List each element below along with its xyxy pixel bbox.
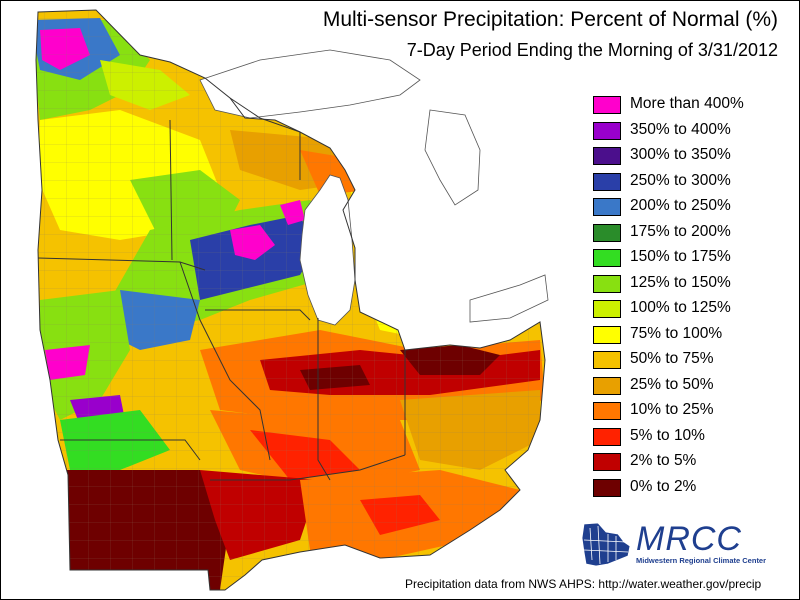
- legend-swatch: [593, 376, 621, 395]
- legend-swatch: [593, 147, 621, 165]
- lake-superior: [199, 49, 421, 119]
- legend-label: 50% to 75%: [630, 350, 714, 367]
- legend-label: 350% to 400%: [630, 120, 731, 138]
- legend-swatch: [593, 96, 621, 114]
- legend-label: 300% to 350%: [630, 146, 731, 163]
- legend-label: 10% to 25%: [630, 401, 714, 418]
- legend-label: More than 400%: [630, 95, 744, 112]
- lake-huron: [424, 109, 481, 206]
- legend-label: 200% to 250%: [630, 197, 731, 214]
- mrcc-logo: MRCC Midwestern Regional Climate Center: [578, 520, 778, 568]
- legend-label: 100% to 125%: [630, 299, 731, 316]
- legend-item: 2% to 5%: [593, 451, 793, 473]
- legend-item: 75% to 100%: [593, 324, 793, 346]
- legend-swatch: [593, 427, 621, 446]
- lake-michigan: [299, 174, 356, 326]
- legend-swatch: [593, 325, 621, 344]
- legend-label: 125% to 150%: [630, 273, 731, 291]
- state-boundaries: [35, 9, 546, 591]
- legend-label: 75% to 100%: [630, 324, 723, 342]
- footer-url[interactable]: http://water.weather.gov/precip: [598, 577, 762, 591]
- legend-swatch: [593, 198, 621, 216]
- legend-item: 150% to 175%: [593, 247, 793, 269]
- map-title: Multi-sensor Precipitation: Percent of N…: [322, 8, 778, 31]
- legend-label: 175% to 200%: [630, 222, 731, 240]
- legend-item: 175% to 200%: [593, 222, 793, 244]
- legend-label: 2% to 5%: [630, 452, 697, 469]
- legend-swatch: [593, 121, 621, 140]
- legend-label: 150% to 175%: [630, 248, 731, 265]
- legend-label: 25% to 50%: [630, 375, 714, 393]
- legend-item: 250% to 300%: [593, 171, 793, 193]
- lake-erie: [469, 274, 549, 323]
- legend-item: 200% to 250%: [593, 196, 793, 218]
- map-subtitle: 7-Day Period Ending the Morning of 3/31/…: [406, 40, 778, 60]
- legend-label: 0% to 2%: [630, 477, 697, 495]
- legend-item: 350% to 400%: [593, 120, 793, 142]
- legend-item: 50% to 75%: [593, 349, 793, 371]
- legend-item: 5% to 10%: [593, 426, 793, 448]
- legend-swatch: [593, 300, 621, 318]
- legend-label: 5% to 10%: [630, 426, 705, 444]
- legend-item: 0% to 2%: [593, 477, 793, 499]
- legend-item: 10% to 25%: [593, 400, 793, 422]
- legend-swatch: [593, 402, 621, 420]
- legend-swatch: [593, 249, 621, 267]
- legend-item: 100% to 125%: [593, 298, 793, 320]
- legend-item: 300% to 350%: [593, 145, 793, 167]
- legend-swatch: [593, 274, 621, 293]
- midwest-map-icon: [581, 522, 631, 567]
- footer: Precipitation data from NWS AHPS: http:/…: [405, 577, 761, 591]
- legend-swatch: [593, 478, 621, 497]
- legend-item: 25% to 50%: [593, 375, 793, 397]
- legend-label: 250% to 300%: [630, 171, 731, 189]
- legend-item: More than 400%: [593, 94, 793, 116]
- logo-full-name: Midwestern Regional Climate Center: [636, 556, 767, 565]
- legend-swatch: [593, 351, 621, 369]
- logo-name: MRCC: [636, 520, 742, 558]
- footer-source: Precipitation data from NWS AHPS:: [405, 577, 596, 591]
- legend-swatch: [593, 172, 621, 191]
- legend-swatch: [593, 453, 621, 471]
- legend-item: 125% to 150%: [593, 273, 793, 295]
- legend-swatch: [593, 223, 621, 242]
